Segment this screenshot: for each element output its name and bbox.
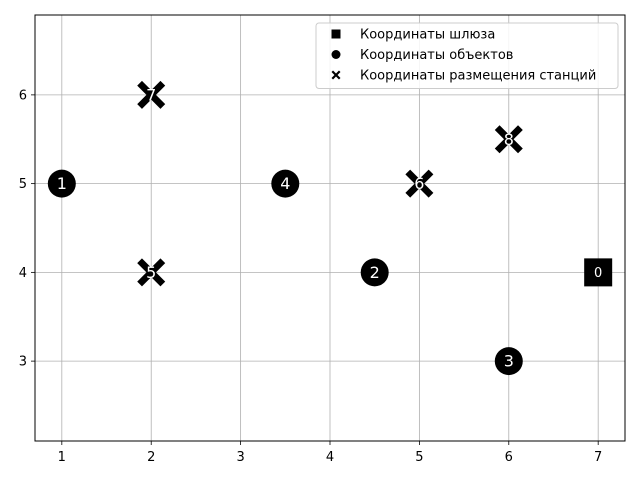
point-label: 1 bbox=[57, 174, 67, 193]
legend-box bbox=[315, 22, 619, 89]
legend: Координаты шлюза Координаты объектов Коорд… bbox=[315, 22, 619, 89]
object-marker bbox=[47, 169, 76, 198]
legend-entry-label: Координаты объектов bbox=[360, 48, 513, 63]
legend-circle-icon bbox=[331, 50, 341, 59]
x-tick-label: 2 bbox=[147, 450, 155, 465]
point-label: 0 bbox=[594, 266, 602, 281]
x-tick-label: 1 bbox=[58, 450, 66, 465]
point-label: 7 bbox=[146, 85, 156, 104]
station-marker bbox=[137, 258, 166, 287]
data-markers: 0 1 2 3 4 5 6 7 8 bbox=[47, 80, 613, 376]
object-marker bbox=[494, 347, 523, 376]
object-marker bbox=[360, 258, 389, 287]
point-label: 8 bbox=[504, 130, 514, 149]
object-marker bbox=[271, 169, 300, 198]
legend-square-icon bbox=[331, 29, 341, 39]
legend-x-icon bbox=[331, 70, 341, 80]
point-label: 2 bbox=[370, 263, 380, 282]
x-tick-label: 7 bbox=[594, 450, 602, 465]
point-label: 4 bbox=[280, 174, 290, 193]
station-marker bbox=[405, 169, 434, 198]
gateway-marker bbox=[584, 258, 613, 287]
station-marker bbox=[137, 80, 166, 109]
x-tick-label: 3 bbox=[236, 450, 244, 465]
legend-entry-label: Координаты шлюза bbox=[360, 28, 495, 43]
point-label: 5 bbox=[146, 263, 156, 282]
x-tick-label: 5 bbox=[415, 450, 423, 465]
y-tick-label: 6 bbox=[19, 88, 27, 103]
legend-entry-label: Координаты размещения станций bbox=[360, 69, 596, 84]
x-tick-label: 4 bbox=[326, 450, 334, 465]
x-tick-label: 6 bbox=[505, 450, 513, 465]
station-marker bbox=[494, 125, 523, 154]
point-label: 3 bbox=[504, 352, 514, 371]
y-tick-label: 5 bbox=[19, 177, 27, 192]
axis-ticks: 1 2 3 4 5 6 7 3 4 5 6 bbox=[19, 88, 603, 465]
point-label: 6 bbox=[414, 174, 424, 193]
y-tick-label: 3 bbox=[19, 355, 27, 370]
y-tick-label: 4 bbox=[19, 266, 27, 281]
